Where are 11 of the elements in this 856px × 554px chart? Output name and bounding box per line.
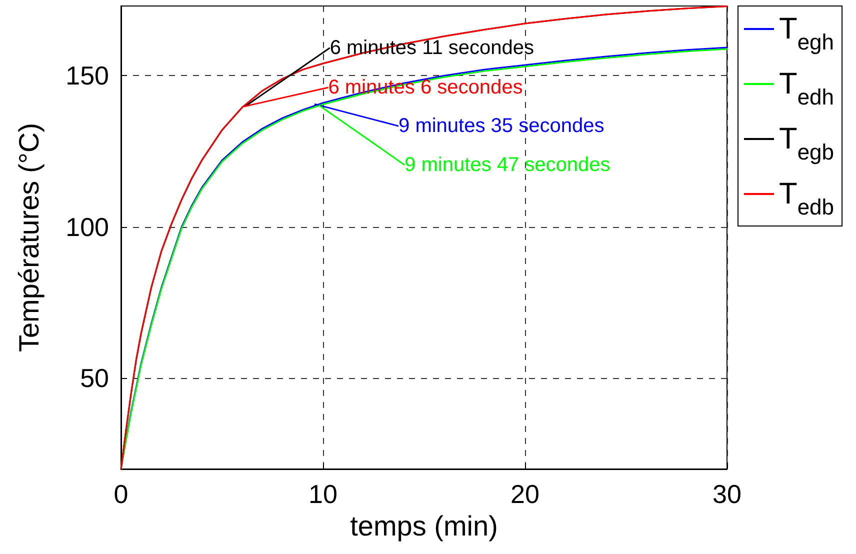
x-tick-label: 20: [510, 479, 540, 509]
y-tick-label: 50: [80, 363, 109, 394]
x-tick-label: 0: [114, 479, 128, 509]
x-tick-label: 30: [712, 479, 742, 509]
y-tick-label: 100: [66, 212, 109, 242]
y-axis-title: Températures (°C): [14, 122, 44, 352]
annotation: 9 minutes 35 secondes: [398, 115, 604, 138]
annotation: 9 minutes 47 secondes: [404, 154, 610, 176]
x-axis-title: temps (min): [350, 510, 498, 542]
y-tick-label: 150: [66, 60, 109, 91]
x-tick-label: 10: [308, 479, 338, 509]
